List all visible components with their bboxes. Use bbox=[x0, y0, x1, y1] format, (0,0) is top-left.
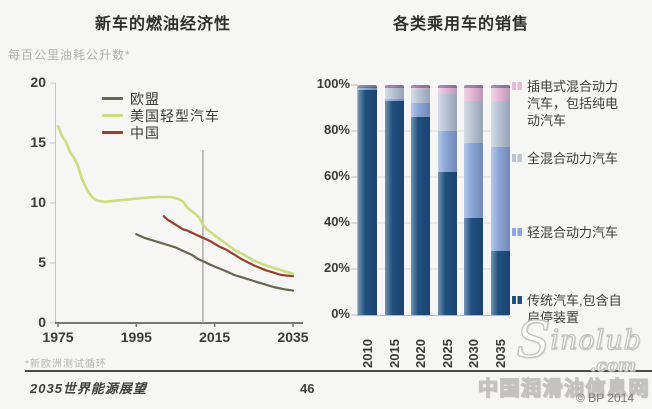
watermark-domain: .com bbox=[590, 355, 637, 376]
right-x-label-cell: 2015 bbox=[385, 320, 404, 368]
legend-square-swatch bbox=[512, 228, 522, 236]
right-x-label-cell: 2010 bbox=[358, 320, 377, 368]
watermark-brand: Sinolub bbox=[515, 314, 642, 365]
bar-segment bbox=[490, 85, 510, 102]
legend-item: 插电式混合动力汽车，包括纯电动汽车 bbox=[512, 78, 629, 129]
legend-item: 欧盟 bbox=[102, 90, 220, 107]
bar-segment bbox=[464, 85, 484, 102]
bar-segment bbox=[384, 98, 404, 102]
bar-segment bbox=[490, 147, 510, 251]
right-x-tick-label: 2010 bbox=[360, 339, 375, 368]
bar-segment bbox=[411, 103, 431, 118]
legend-item: 美国轻型汽车 bbox=[102, 107, 220, 124]
bar-segment bbox=[411, 85, 431, 90]
bar-segment bbox=[437, 131, 457, 173]
right-y-tick-label: 20% bbox=[323, 260, 350, 275]
bar-segment bbox=[358, 89, 377, 315]
bar-segment bbox=[437, 85, 457, 95]
left-y-tick-label: 20 bbox=[30, 74, 46, 90]
legend-square-swatch bbox=[512, 296, 522, 304]
stacked-bar-2025 bbox=[437, 85, 457, 315]
stacked-bar-2020 bbox=[411, 85, 431, 315]
bar-segment bbox=[384, 87, 404, 99]
right-y-tick-label: 0% bbox=[331, 306, 350, 321]
left-x-tick-label: 2015 bbox=[199, 329, 231, 345]
left-x-tick-label: 1995 bbox=[120, 329, 152, 345]
right-chart-title: 各类乘用车的销售 bbox=[392, 16, 529, 33]
watermark-site-name: 中国润滑油信息网 bbox=[477, 377, 650, 400]
footer-divider bbox=[25, 370, 652, 372]
stacked-bar-2015 bbox=[384, 85, 404, 315]
legend-square-swatch bbox=[512, 82, 522, 90]
copyright-text: © BP 2014 bbox=[576, 391, 634, 405]
stacked-bar-2010 bbox=[358, 85, 377, 315]
watermark-brand-initial: S bbox=[515, 311, 551, 369]
bar-segment bbox=[490, 101, 510, 148]
right-y-tick-label: 40% bbox=[323, 214, 350, 229]
bar-segment bbox=[358, 87, 377, 90]
legend-item-label: 欧盟 bbox=[130, 90, 160, 107]
fuel-economy-legend: 欧盟 美国轻型汽车 中国 bbox=[102, 90, 220, 141]
bar-segment bbox=[464, 218, 484, 315]
legend-square-swatch bbox=[512, 154, 522, 162]
publication-title: 2035世界能源展望 bbox=[30, 381, 147, 396]
bar-segment bbox=[490, 250, 510, 315]
legend-item-label: 全混合动力汽车 bbox=[527, 151, 619, 166]
legend-item-label: 美国轻型汽车 bbox=[130, 107, 220, 124]
bar-segment bbox=[437, 94, 457, 132]
bar-segment bbox=[411, 89, 431, 104]
line-series-中国 bbox=[162, 215, 295, 278]
footnote: *新欧洲测试循环 bbox=[25, 359, 107, 370]
bar-segment bbox=[411, 117, 431, 315]
bar-segment bbox=[384, 101, 404, 315]
legend-item: 全混合动力汽车 bbox=[512, 150, 629, 167]
stacked-bar-2030 bbox=[464, 85, 484, 315]
bar-segment bbox=[384, 85, 404, 88]
right-y-tick-label: 60% bbox=[323, 168, 350, 183]
left-y-tick-label: 10 bbox=[30, 194, 46, 210]
left-x-tick-label: 2035 bbox=[277, 329, 309, 345]
page-number: 46 bbox=[300, 381, 315, 396]
legend-item-label: 中国 bbox=[130, 124, 160, 141]
legend-item-label: 传统汽车,包含自启停装置 bbox=[527, 293, 622, 325]
legend-item: 传统汽车,包含自启停装置 bbox=[512, 292, 629, 326]
legend-line-swatch bbox=[102, 97, 123, 100]
left-y-tick-label: 15 bbox=[30, 134, 46, 150]
stacked-bar-2035 bbox=[490, 85, 510, 315]
right-x-label-cell: 2020 bbox=[411, 320, 430, 368]
watermark-brand-rest: inolub bbox=[550, 324, 642, 356]
left-chart-title: 新车的燃油经济性 bbox=[94, 16, 231, 33]
right-y-tick-label: 100% bbox=[316, 76, 350, 91]
bar-segment bbox=[464, 101, 484, 143]
bar-segment bbox=[437, 172, 457, 315]
right-y-tick-label: 80% bbox=[323, 122, 350, 137]
line-series-欧盟 bbox=[135, 233, 295, 292]
left-y-tick-label: 0 bbox=[38, 314, 46, 330]
bar-segment bbox=[358, 85, 377, 88]
line-series-美国轻型汽车 bbox=[56, 124, 295, 276]
legend-item: 中国 bbox=[102, 124, 220, 141]
right-x-tick-label: 2015 bbox=[386, 339, 402, 368]
legend-line-swatch bbox=[102, 131, 123, 134]
left-chart-y-axis-caption: 每百公里油耗公升数* bbox=[8, 48, 131, 62]
right-x-label-cell: 2025 bbox=[438, 320, 457, 368]
legend-item: 轻混合动力汽车 bbox=[512, 224, 629, 241]
bar-segment bbox=[464, 142, 484, 219]
right-x-tick-label: 2020 bbox=[413, 339, 429, 368]
right-x-tick-label: 2025 bbox=[439, 339, 455, 368]
left-y-tick-label: 5 bbox=[38, 254, 46, 270]
legend-item-label: 插电式混合动力汽车，包括纯电动汽车 bbox=[527, 79, 619, 128]
left-x-tick-label: 1975 bbox=[42, 329, 74, 345]
watermark: Sinolub .com 中国润滑油信息网 bbox=[455, 314, 650, 400]
legend-line-swatch bbox=[102, 114, 123, 117]
legend-item-label: 轻混合动力汽车 bbox=[527, 225, 619, 240]
vehicle-sales-bars bbox=[358, 85, 510, 315]
